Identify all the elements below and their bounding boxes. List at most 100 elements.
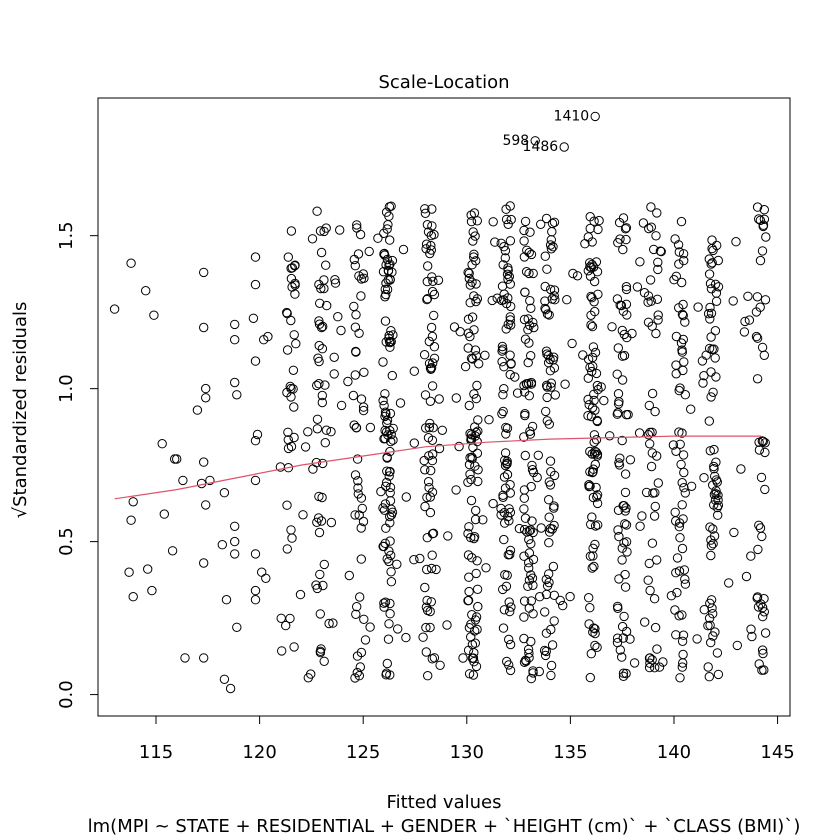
data-point	[754, 520, 764, 530]
data-point	[380, 597, 391, 607]
data-point	[678, 658, 688, 668]
data-point	[506, 214, 516, 225]
data-point	[753, 544, 763, 555]
data-point	[618, 671, 629, 681]
data-point	[653, 478, 663, 488]
data-point	[522, 245, 532, 256]
data-point	[230, 377, 240, 388]
data-point	[381, 409, 391, 419]
data-point	[192, 405, 203, 415]
data-point	[590, 347, 601, 358]
data-point	[329, 369, 339, 379]
data-point	[670, 605, 680, 615]
data-point	[350, 322, 361, 332]
data-point	[465, 331, 475, 342]
data-point	[143, 564, 153, 574]
data-point	[318, 458, 328, 469]
data-point	[478, 515, 488, 525]
data-point	[287, 533, 297, 543]
data-point	[289, 330, 299, 340]
data-point	[401, 632, 411, 643]
data-point	[427, 204, 437, 214]
data-point	[549, 616, 559, 626]
data-point	[755, 215, 766, 226]
data-point	[645, 439, 655, 449]
data-point	[589, 623, 599, 633]
data-point	[760, 295, 771, 305]
data-point	[707, 603, 717, 613]
data-point	[409, 555, 419, 565]
data-point	[674, 303, 684, 313]
data-point	[328, 618, 338, 628]
data-point	[382, 658, 392, 669]
data-point	[675, 439, 685, 449]
data-point	[286, 273, 297, 284]
data-point	[546, 382, 556, 392]
data-point	[349, 420, 359, 430]
data-point	[680, 390, 690, 400]
data-point	[699, 371, 709, 381]
data-point	[585, 603, 595, 613]
data-point	[672, 553, 683, 563]
data-point	[618, 501, 628, 511]
data-point	[473, 476, 483, 487]
data-point	[386, 577, 397, 587]
data-point	[422, 605, 433, 616]
data-point	[596, 382, 606, 392]
data-point	[421, 239, 432, 249]
data-point	[201, 383, 211, 394]
data-point	[351, 609, 361, 619]
data-point	[647, 655, 657, 665]
data-point	[424, 422, 434, 433]
data-point	[590, 624, 600, 634]
data-point	[378, 395, 388, 406]
data-point	[672, 587, 682, 598]
data-point	[471, 427, 481, 438]
data-point	[317, 397, 327, 408]
data-point	[677, 500, 687, 510]
data-point	[532, 472, 542, 483]
data-point	[709, 531, 720, 541]
data-point	[282, 387, 292, 398]
data-point	[199, 267, 209, 278]
data-point	[519, 524, 530, 535]
data-point	[613, 238, 623, 248]
data-point	[541, 574, 551, 585]
data-point	[426, 230, 436, 241]
data-point	[501, 422, 511, 433]
data-point	[384, 330, 394, 341]
data-point	[621, 234, 631, 245]
data-point	[378, 541, 388, 552]
data-point	[157, 439, 167, 449]
data-point	[201, 500, 211, 510]
data-point	[547, 227, 557, 237]
data-point	[386, 550, 396, 560]
data-point	[504, 597, 514, 607]
data-point	[540, 251, 550, 261]
data-point	[257, 567, 267, 577]
data-point	[699, 605, 709, 615]
data-point	[528, 527, 538, 538]
data-point	[652, 451, 662, 461]
data-point	[306, 669, 316, 679]
data-point	[505, 369, 515, 380]
data-point	[499, 242, 509, 252]
data-point	[356, 647, 367, 658]
data-point	[422, 564, 432, 575]
data-point	[612, 633, 623, 643]
data-point	[353, 476, 363, 486]
data-point	[232, 390, 242, 400]
data-point	[520, 513, 531, 523]
data-point	[545, 480, 556, 490]
data-point	[315, 569, 325, 580]
data-point	[498, 623, 509, 633]
data-point	[757, 645, 768, 655]
data-point	[314, 527, 325, 538]
data-point	[512, 388, 523, 398]
data-point	[311, 580, 321, 590]
data-point	[711, 489, 721, 499]
data-point	[382, 452, 392, 462]
smooth-line-layer	[114, 435, 761, 500]
data-point	[678, 649, 688, 660]
